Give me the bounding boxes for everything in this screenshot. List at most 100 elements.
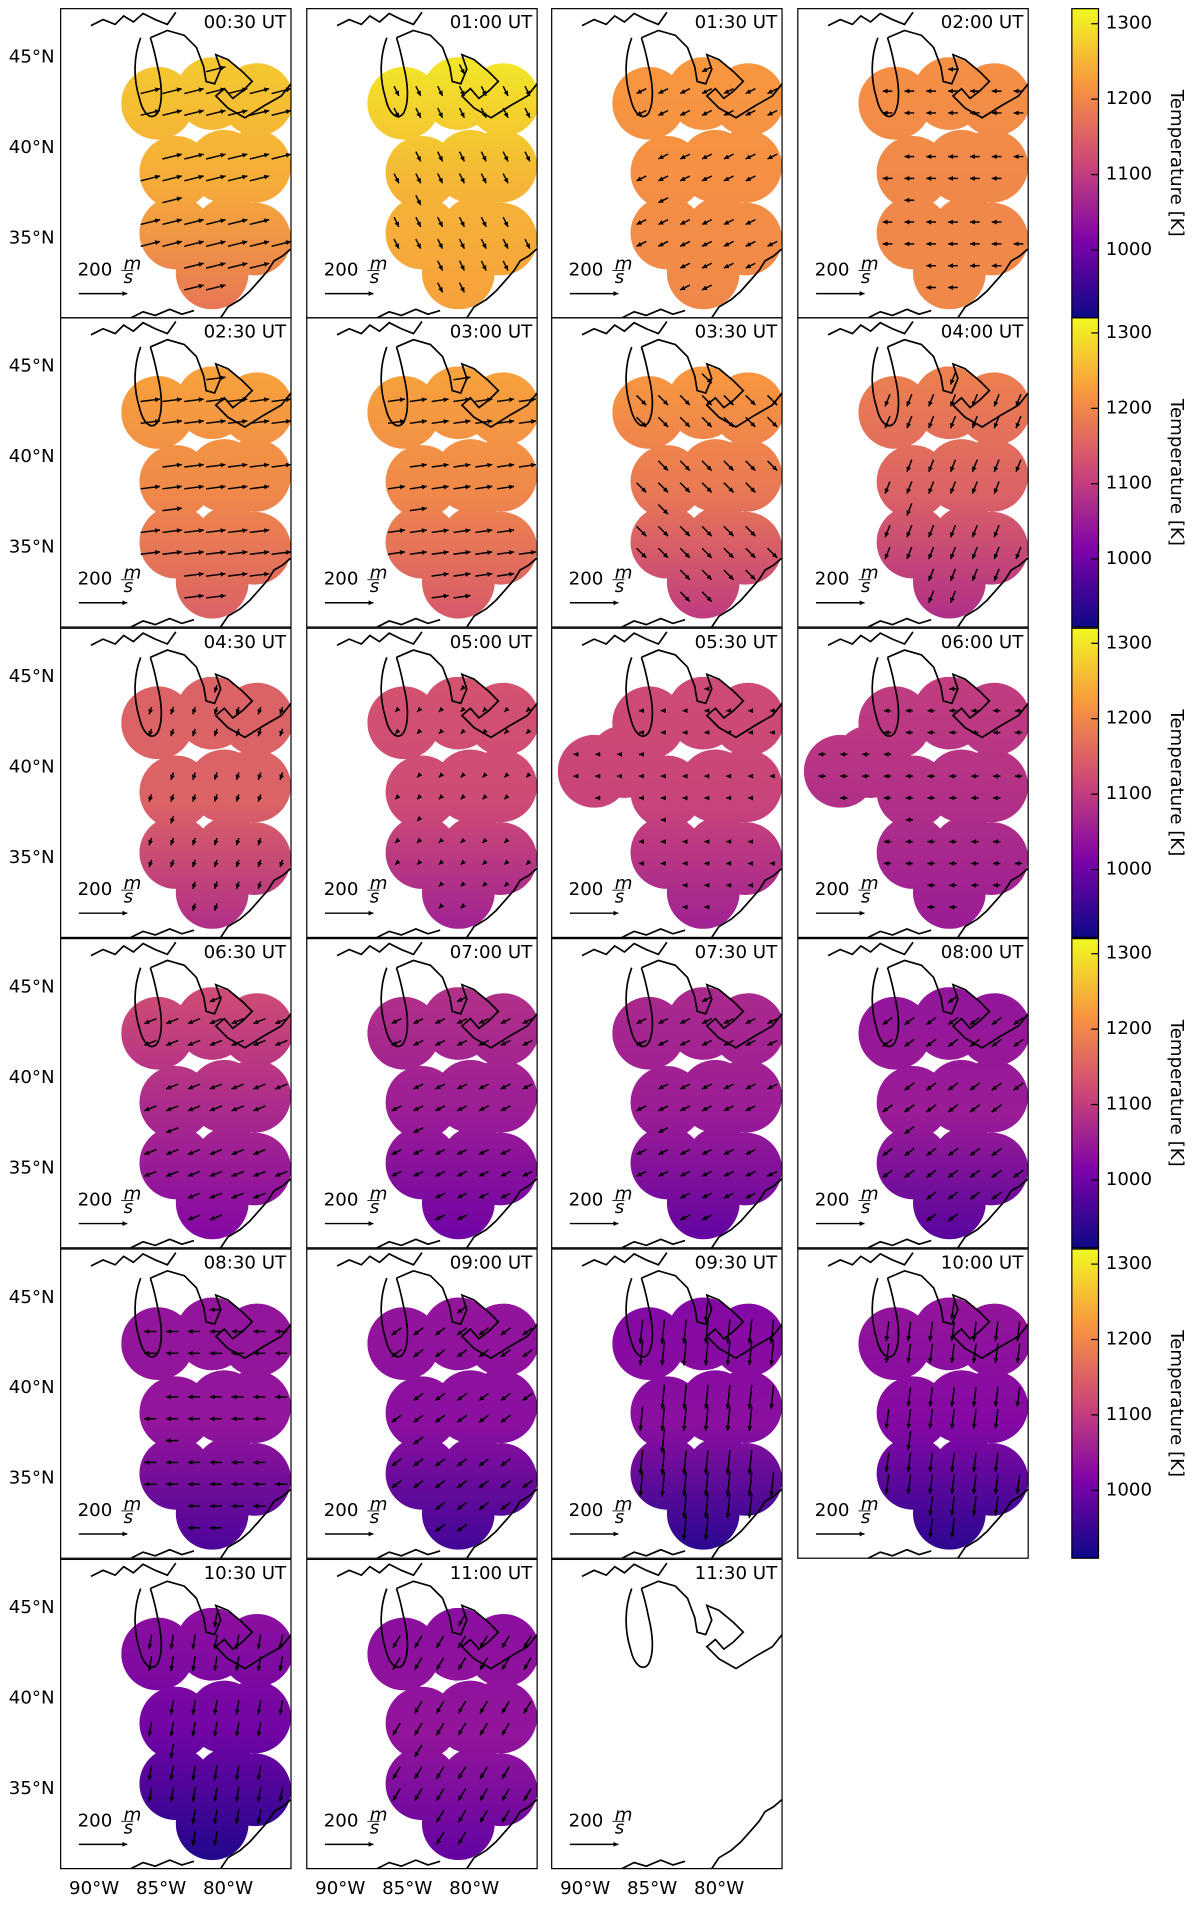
arrow-head xyxy=(176,87,182,93)
arrow-head xyxy=(1015,553,1021,560)
wind-arrow xyxy=(769,1319,775,1344)
wind-arrow xyxy=(438,772,445,778)
arrow-head xyxy=(220,240,226,245)
arrow-head xyxy=(638,773,644,779)
wind-arrow xyxy=(478,1501,490,1511)
wind-arrow xyxy=(971,524,978,538)
wind-arrow xyxy=(769,730,775,735)
arrow-scale-label: 200 xyxy=(324,1190,359,1211)
arrow-head xyxy=(660,1469,665,1475)
wind-arrow xyxy=(679,153,691,160)
arrow-head xyxy=(148,730,153,737)
wind-arrow xyxy=(679,525,691,537)
wind-arrow xyxy=(928,568,935,582)
arrow-head xyxy=(187,1525,193,1531)
arrow-head xyxy=(680,220,686,225)
arrow-head xyxy=(573,751,579,757)
wind-arrow xyxy=(147,1634,153,1650)
wind-arrow xyxy=(679,394,691,406)
arrow-scale-label: 200 xyxy=(324,260,359,281)
arrow-head xyxy=(436,1642,442,1648)
arrow-head xyxy=(927,839,933,845)
wind-arrow xyxy=(884,1321,890,1342)
wind-arrow xyxy=(701,66,713,73)
arrow-head xyxy=(253,1481,259,1487)
wind-arrow xyxy=(253,1105,266,1112)
wind-arrow xyxy=(271,87,291,95)
wind-arrow xyxy=(500,1327,511,1336)
arrow-head xyxy=(231,1503,237,1509)
wind-arrow xyxy=(413,1083,424,1090)
colorbar-label: Temperature [K] xyxy=(1166,398,1187,546)
reference-arrow xyxy=(78,291,128,297)
wind-arrow xyxy=(906,1408,912,1429)
wind-arrow xyxy=(948,241,958,247)
arrow-head xyxy=(209,1481,215,1487)
arrow-head xyxy=(443,419,449,424)
wind-arrow xyxy=(393,107,400,119)
wind-arrow xyxy=(723,1018,734,1025)
wind-arrow xyxy=(170,859,175,868)
wind-arrow xyxy=(701,373,713,384)
arrow-head xyxy=(231,1084,237,1090)
wind-arrow xyxy=(458,107,466,119)
arrow-head xyxy=(971,882,977,888)
wind-arrow xyxy=(991,219,1002,225)
arrow-head xyxy=(906,466,911,472)
wind-arrow xyxy=(227,240,248,248)
arrow-head xyxy=(198,283,204,289)
arrow-head xyxy=(682,730,688,735)
wind-arrow xyxy=(926,154,937,160)
wind-arrow xyxy=(925,1147,937,1157)
arrow-head xyxy=(481,265,487,271)
wind-arrow xyxy=(457,1657,467,1671)
wind-arrow xyxy=(525,706,532,713)
arrow-head xyxy=(198,109,204,115)
wind-arrow xyxy=(184,240,204,248)
arrow-head xyxy=(481,243,487,249)
arrow-head xyxy=(154,240,161,245)
arrow-head xyxy=(638,1425,644,1431)
wind-arrow xyxy=(882,88,893,94)
arrow-head xyxy=(500,1040,507,1046)
arrow-head xyxy=(882,1150,889,1156)
arrow-head xyxy=(681,1534,687,1541)
arrow-head xyxy=(438,837,445,843)
panel-frame xyxy=(306,627,538,939)
wind-arrow xyxy=(234,1787,240,1803)
wind-arrow xyxy=(745,262,756,269)
arrow-head xyxy=(500,1417,507,1423)
arrow-head xyxy=(457,997,463,1002)
wind-arrow xyxy=(747,1472,753,1497)
wind-arrow xyxy=(969,241,980,247)
wind-arrow xyxy=(704,861,710,866)
arrow-head xyxy=(504,837,510,843)
arrow-head xyxy=(257,839,263,846)
arrow-head xyxy=(525,156,530,162)
arrow-head xyxy=(723,1193,730,1199)
arrow-head xyxy=(213,905,219,911)
wind-arrow xyxy=(927,773,935,779)
reference-arrow xyxy=(816,1221,865,1226)
arrow-scale-label: 200 xyxy=(324,1500,359,1521)
y-tick-label: 35°N xyxy=(9,1778,55,1799)
arrow-head xyxy=(948,88,954,94)
wind-arrow xyxy=(745,1105,756,1112)
wind-arrow xyxy=(227,462,248,468)
wind-arrow xyxy=(657,504,669,515)
arrow-head xyxy=(949,1314,955,1320)
wind-arrow xyxy=(209,1460,222,1465)
wind-arrow xyxy=(391,1327,402,1336)
wind-arrow xyxy=(184,262,204,269)
wind-arrow xyxy=(701,153,713,160)
arrow-head xyxy=(681,1469,687,1475)
wind-arrow xyxy=(701,460,713,472)
arrow-head xyxy=(457,1526,463,1532)
arrow-head xyxy=(122,1531,128,1537)
wind-arrow xyxy=(209,1350,222,1356)
wind-arrow xyxy=(482,794,488,800)
wind-arrow xyxy=(971,1343,977,1364)
